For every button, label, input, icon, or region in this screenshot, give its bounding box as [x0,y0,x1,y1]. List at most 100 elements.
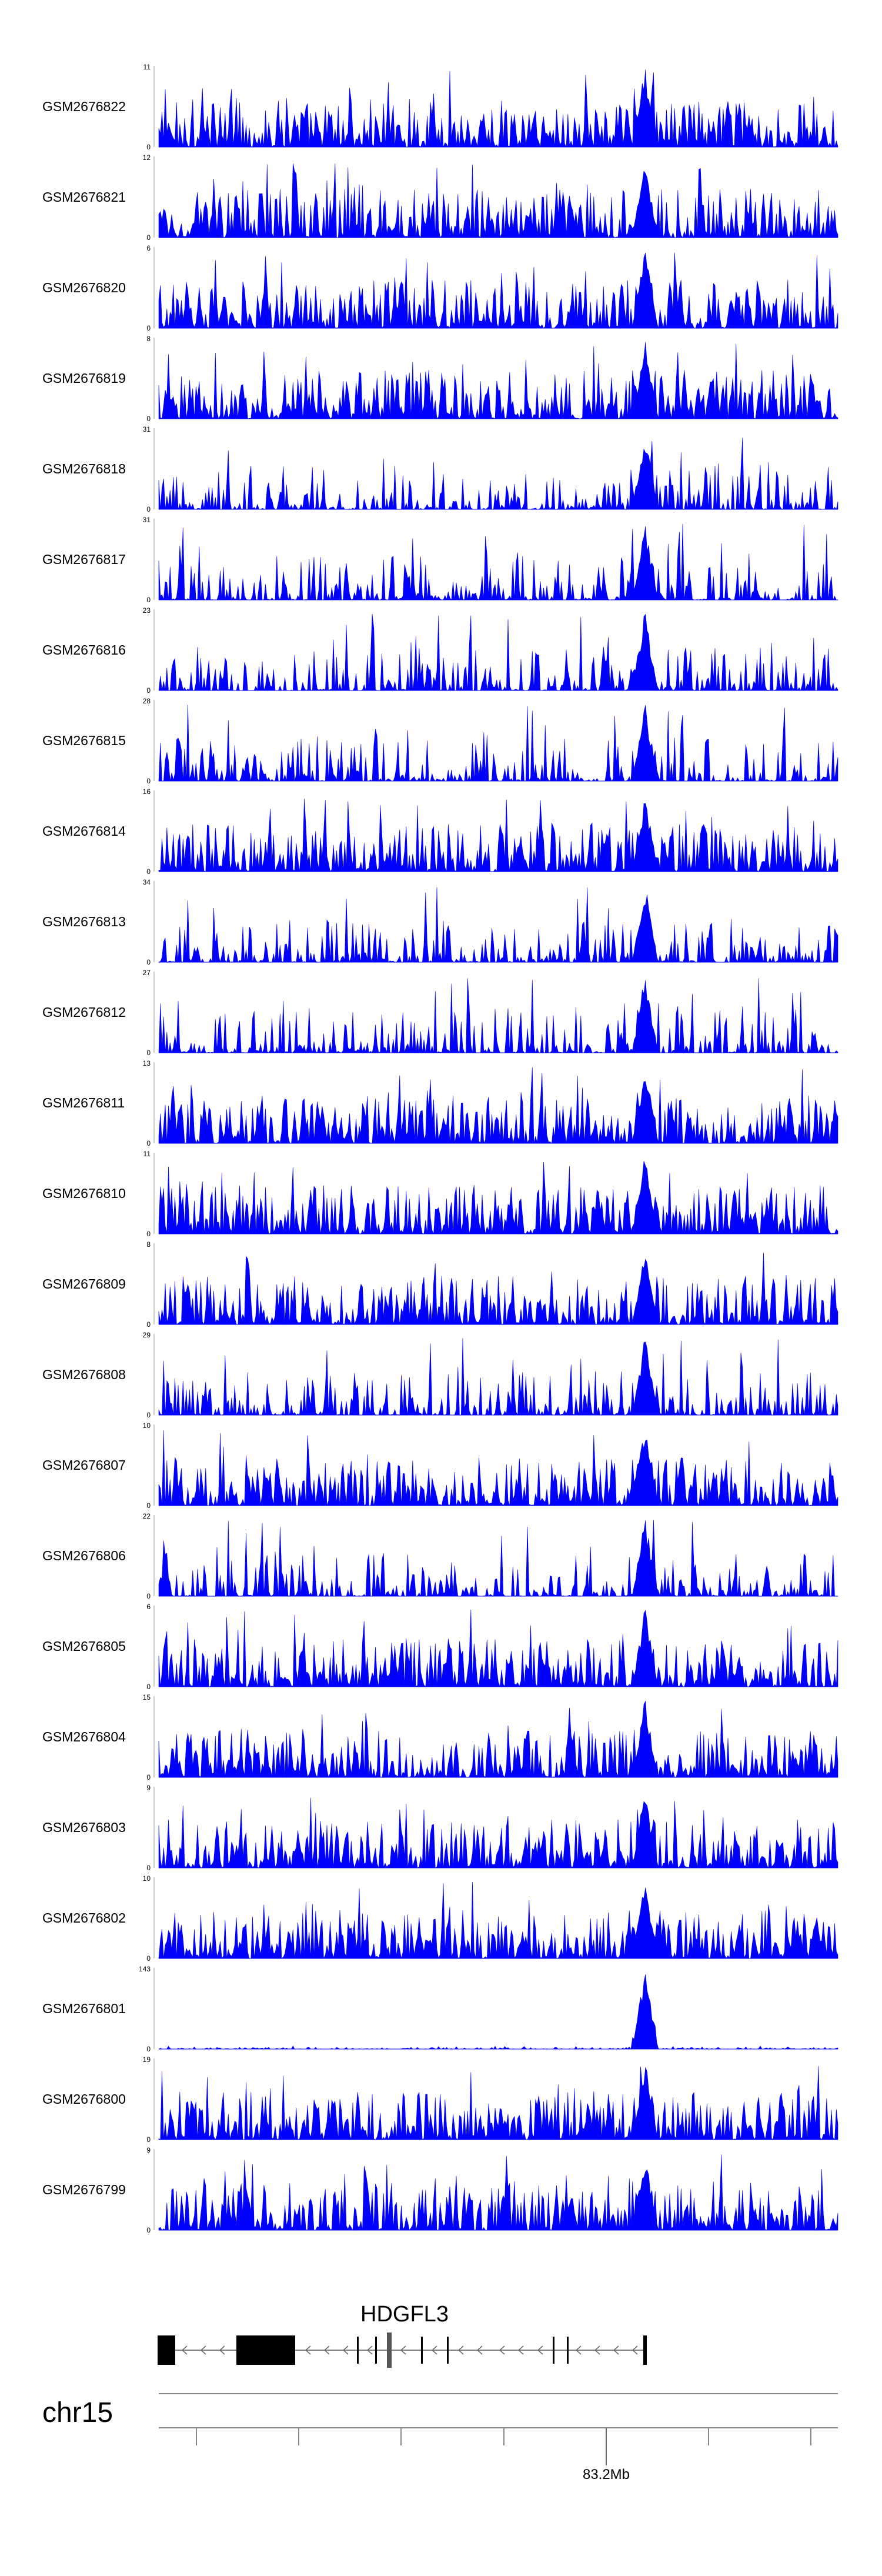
track-GSM2676818: GSM2676818 31 0 [42,425,838,513]
strand-arrow-icon [431,2345,437,2355]
gene-exon [421,2337,423,2364]
coverage-area [158,1520,838,1597]
track-GSM2676807: GSM2676807 10 0 [42,1422,838,1510]
axis-tick-label: 83.2Mb [583,2467,630,2482]
track-ymin-label: 0 [146,505,151,513]
coverage-area [158,1609,838,1688]
strand-arrows [181,2345,638,2355]
track-ymax-label: 16 [143,788,151,796]
strand-arrow-icon [219,2345,225,2355]
track-ymin-label: 0 [146,596,151,604]
track-GSM2676799: GSM2676799 9 0 [42,2146,838,2234]
track-ymax-label: 29 [143,1331,151,1339]
track-ymax-label: 27 [143,969,151,977]
track-label: GSM2676803 [42,1820,126,1835]
track-ymin-label: 0 [146,2045,151,2053]
coverage-tracks: GSM2676822110GSM2676821120GSM267682060GS… [42,63,838,2234]
chromosome-track: chr15 [42,2393,838,2428]
track-label: GSM2676807 [42,1457,126,1473]
strand-arrow-icon [613,2345,619,2355]
track-label: GSM2676821 [42,189,126,205]
strand-arrow-icon [366,2345,373,2355]
track-label: GSM2676801 [42,2001,126,2016]
track-ymin-label: 0 [146,1411,151,1419]
track-ymax-label: 23 [143,606,151,615]
strand-arrow-icon [575,2345,582,2355]
track-ymin-label: 0 [146,415,151,423]
track-label: GSM2676816 [42,642,126,658]
track-label: GSM2676806 [42,1548,126,1563]
track-ymin-label: 0 [146,1230,151,1238]
track-GSM2676801: GSM2676801 143 0 [42,1965,838,2053]
track-ymin-label: 0 [146,143,151,151]
coverage-area [158,1701,838,1778]
track-ymin-label: 0 [146,1592,151,1600]
chromosome-label: chr15 [42,2397,113,2428]
track-GSM2676802: GSM2676802 10 0 [42,1874,838,1963]
track-ymax-label: 28 [143,697,151,705]
track-GSM2676821: GSM2676821 12 0 [42,154,838,242]
track-label: GSM2676811 [42,1095,125,1110]
track-ymax-label: 31 [143,425,151,433]
strand-arrow-icon [305,2345,311,2355]
track-GSM2676803: GSM2676803 9 0 [42,1784,838,1872]
gene-exon [236,2335,295,2365]
coverage-area [158,798,838,872]
track-GSM2676820: GSM2676820 6 0 [42,244,838,332]
coverage-area [158,437,838,510]
track-label: GSM2676814 [42,823,126,839]
track-label: GSM2676815 [42,733,126,748]
track-ymax-label: 13 [143,1059,151,1067]
track-label: GSM2676805 [42,1639,126,1654]
strand-arrow-icon [342,2345,349,2355]
strand-arrow-icon [457,2345,464,2355]
coverage-area [158,1974,838,2050]
track-ymin-label: 0 [146,1320,151,1329]
track-ymin-label: 0 [146,2135,151,2144]
strand-arrow-icon [200,2345,206,2355]
track-GSM2676811: GSM2676811 13 0 [42,1059,838,1147]
track-ymin-label: 0 [146,1501,151,1510]
strand-arrow-icon [499,2345,505,2355]
coverage-area [158,705,838,782]
track-GSM2676804: GSM2676804 15 0 [42,1693,838,1781]
coverage-area [158,69,838,148]
track-ymax-label: 22 [143,1512,151,1520]
track-GSM2676819: GSM2676819 8 0 [42,335,838,423]
track-ymax-label: 10 [143,1422,151,1430]
track-ymin-label: 0 [146,1773,151,1781]
coverage-area [158,1253,838,1325]
strand-arrow-icon [181,2345,188,2355]
gene-exon [375,2337,377,2364]
coverage-area [158,1161,838,1234]
gene-exon [567,2337,569,2364]
coverage-area [158,2066,838,2141]
track-GSM2676809: GSM2676809 8 0 [42,1240,838,1329]
coverage-area [158,2154,838,2231]
track-ymin-label: 0 [146,1954,151,1963]
track-ymin-label: 0 [146,777,151,785]
track-ymax-label: 6 [146,1603,151,1611]
track-ymax-label: 6 [146,244,151,252]
strand-arrow-icon [323,2345,330,2355]
track-ymax-label: 10 [143,1874,151,1883]
coverage-area [158,252,838,329]
track-ymax-label: 31 [143,516,151,524]
track-GSM2676816: GSM2676816 23 0 [42,606,838,695]
strand-arrow-icon [476,2345,483,2355]
track-label: GSM2676820 [42,280,126,295]
track-GSM2676814: GSM2676814 16 0 [42,788,838,876]
coverage-area [158,523,838,600]
gene-track: HDGFL3 [158,2302,647,2368]
coverage-area [158,1797,838,1869]
strand-arrow-icon [594,2345,600,2355]
track-ymax-label: 143 [139,1965,151,1973]
gene-exon [553,2337,554,2364]
track-ymin-label: 0 [146,867,151,876]
track-label: GSM2676800 [42,2091,126,2107]
track-label: GSM2676818 [42,461,126,476]
track-ymin-label: 0 [146,686,151,695]
gene-label: HDGFL3 [360,2302,449,2327]
track-label: GSM2676809 [42,1276,126,1292]
